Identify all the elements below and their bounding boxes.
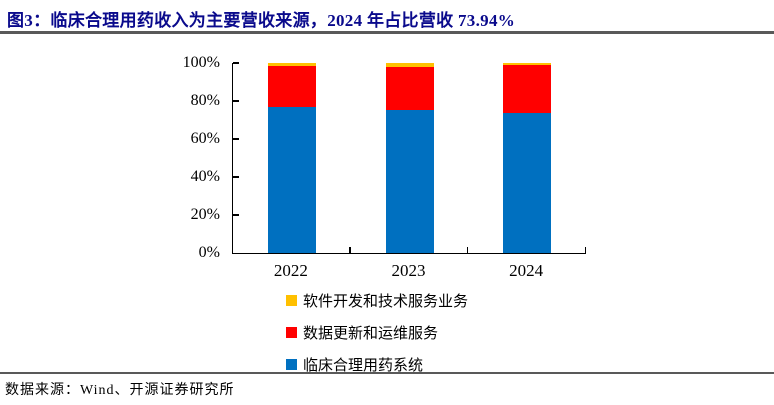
legend-item: 软件开发和技术服务业务 bbox=[286, 290, 468, 311]
title-divider bbox=[0, 31, 774, 34]
x-axis-tick-label: 2023 bbox=[391, 261, 426, 280]
plot-area bbox=[232, 62, 586, 254]
x-axis-tick bbox=[584, 247, 586, 253]
y-axis-tick bbox=[233, 138, 239, 140]
x-axis-tick bbox=[466, 247, 469, 253]
legend: 软件开发和技术服务业务 数据更新和运维服务 临床合理用药系统 bbox=[286, 290, 468, 375]
y-axis-tick-label: 60% bbox=[190, 130, 220, 147]
bar-segment bbox=[503, 63, 552, 66]
y-axis-tick bbox=[233, 100, 239, 102]
legend-item: 数据更新和运维服务 bbox=[286, 322, 468, 343]
bar-2022 bbox=[267, 63, 316, 253]
legend-swatch bbox=[286, 327, 297, 338]
legend-label: 数据更新和运维服务 bbox=[303, 326, 439, 342]
bar-segment bbox=[267, 106, 316, 253]
y-axis-tick bbox=[233, 62, 239, 64]
legend-swatch bbox=[286, 295, 297, 306]
bar-segment bbox=[267, 65, 316, 107]
x-axis-tick-label: 2024 bbox=[509, 261, 544, 280]
y-axis-tick bbox=[233, 176, 239, 178]
figure-title: 图3：临床合理用药收入为主要营收来源，2024 年占比营收 73.94% bbox=[7, 11, 516, 30]
y-axis-tick-label: 40% bbox=[190, 168, 220, 185]
x-axis-tick bbox=[349, 247, 351, 253]
source-note: 数据来源：Wind、开源证券研究所 bbox=[5, 383, 235, 398]
x-axis-tick-label: 2022 bbox=[273, 261, 308, 280]
legend-item: 临床合理用药系统 bbox=[286, 354, 468, 375]
bar-segment bbox=[267, 63, 316, 66]
bar-segment bbox=[385, 63, 434, 68]
bar-segment bbox=[385, 110, 434, 253]
y-axis-tick-label: 20% bbox=[190, 206, 220, 223]
y-axis-tick bbox=[233, 214, 239, 216]
legend-label: 软件开发和技术服务业务 bbox=[303, 294, 469, 310]
bar-2024 bbox=[503, 63, 552, 253]
y-axis-tick-label: 100% bbox=[182, 54, 220, 71]
bar-segment bbox=[503, 65, 552, 113]
y-axis-tick-label: 0% bbox=[198, 244, 220, 261]
y-axis-tick-label: 80% bbox=[190, 92, 220, 109]
legend-label: 临床合理用药系统 bbox=[303, 358, 424, 374]
bar-segment bbox=[385, 67, 434, 111]
legend-swatch bbox=[286, 359, 297, 370]
source-divider bbox=[0, 372, 774, 374]
bar-segment bbox=[503, 112, 552, 253]
bar-2023 bbox=[385, 63, 434, 253]
